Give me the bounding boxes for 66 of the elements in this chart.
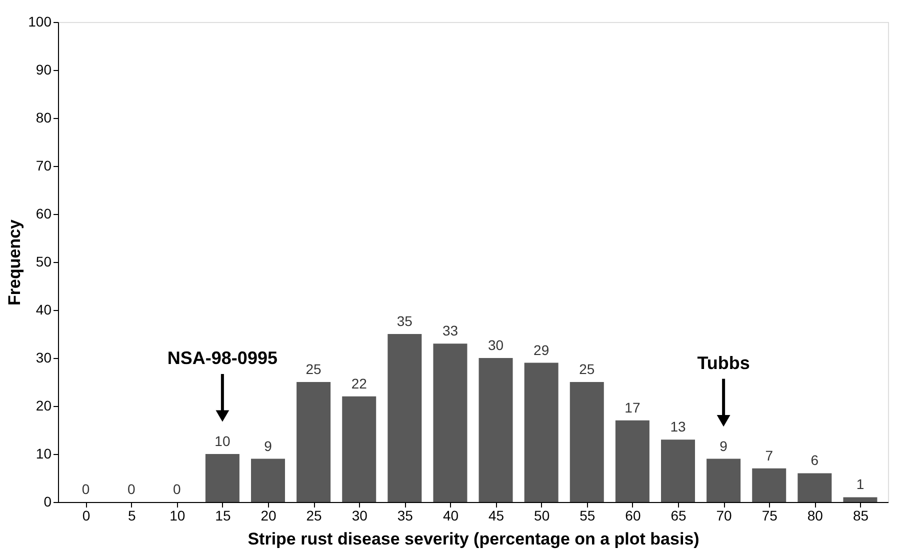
y-tick-label: 0	[44, 494, 52, 510]
bar	[433, 344, 468, 502]
y-tick-label: 80	[36, 110, 52, 126]
x-axis-title: Stripe rust disease severity (percentage on a plot basis)	[248, 530, 700, 548]
data-label: 13	[670, 418, 686, 435]
y-tick-label: 50	[36, 254, 52, 270]
x-tick-label: 85	[852, 508, 869, 524]
y-tick-label: 40	[36, 302, 52, 318]
data-label: 9	[720, 438, 728, 454]
data-label: 30	[488, 337, 504, 353]
annotation: Tubbs	[697, 352, 750, 373]
y-tick-label: 60	[36, 206, 52, 222]
y-tick-label: 70	[36, 158, 52, 174]
data-label: 22	[351, 375, 368, 392]
bar	[205, 454, 240, 502]
data-label: 6	[810, 452, 819, 468]
y-axis-title: Frequency	[5, 218, 24, 306]
data-label: 0	[172, 481, 181, 497]
data-label: 10	[214, 433, 230, 449]
annotation: NSA-98-0995	[167, 348, 278, 368]
x-tick-label: 35	[397, 508, 414, 524]
x-tick-label: 40	[442, 508, 459, 524]
y-tick-label: 100	[28, 14, 52, 30]
x-tick-label: 0	[82, 508, 90, 524]
x-tick-label: 70	[716, 508, 732, 524]
data-label: 0	[127, 481, 136, 497]
bar	[615, 420, 650, 502]
x-tick-label: 50	[534, 508, 550, 524]
y-tick-label: 30	[36, 350, 52, 366]
bar	[478, 358, 513, 502]
x-tick-label: 55	[580, 508, 596, 524]
y-tick-label: 10	[36, 446, 52, 462]
x-tick-label: 10	[170, 508, 186, 524]
data-label: 7	[765, 447, 774, 464]
bar	[798, 473, 832, 502]
x-tick-label: 15	[215, 508, 231, 524]
y-tick-label: 90	[36, 62, 52, 78]
data-label: 17	[624, 399, 640, 416]
x-tick-label: 5	[128, 508, 136, 524]
data-label: 25	[579, 361, 595, 377]
x-tick-label: 25	[306, 508, 322, 524]
bar	[251, 458, 285, 502]
bar	[570, 382, 604, 502]
y-tick-label: 20	[36, 398, 52, 414]
bar	[661, 440, 695, 502]
bar	[342, 396, 376, 502]
data-label: 35	[396, 313, 413, 329]
bar	[296, 382, 331, 502]
x-tick-label: 45	[488, 508, 504, 524]
bar	[524, 362, 558, 502]
bar	[843, 497, 878, 502]
x-tick-label: 65	[670, 508, 686, 524]
x-tick-label: 60	[625, 508, 641, 524]
data-label: 9	[264, 438, 272, 454]
bar	[706, 458, 741, 502]
data-label: 0	[82, 481, 90, 497]
data-label: 25	[306, 361, 322, 377]
x-tick-label: 30	[352, 508, 368, 524]
x-tick-label: 20	[260, 508, 276, 524]
bar	[752, 468, 786, 502]
bar	[388, 334, 422, 502]
data-label: 33	[442, 322, 458, 339]
x-tick-label: 80	[807, 508, 824, 524]
data-label: 29	[534, 342, 550, 358]
x-tick-label: 75	[762, 508, 778, 524]
data-label: 1	[856, 476, 864, 492]
